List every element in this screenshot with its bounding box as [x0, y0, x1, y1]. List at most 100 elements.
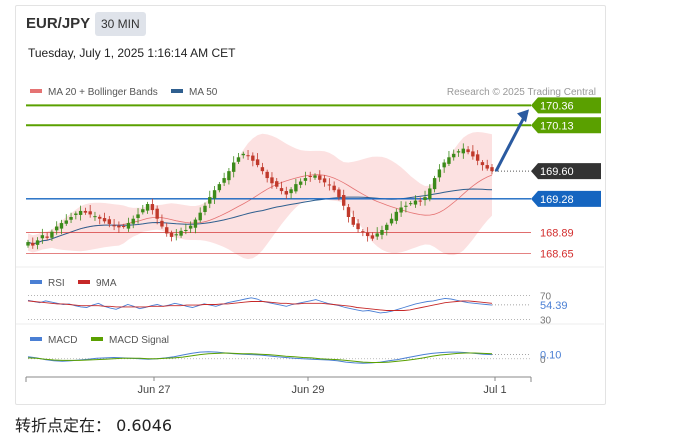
candle-body: [313, 175, 317, 178]
candle-body: [385, 224, 389, 230]
candle-body: [466, 149, 470, 153]
macd-legend-swatch: [30, 337, 42, 341]
candle-body: [370, 235, 375, 239]
candle-body: [150, 204, 155, 211]
candle-body: [88, 211, 92, 215]
candle-body: [45, 236, 49, 238]
candle-body: [117, 225, 121, 228]
candle-body: [179, 230, 183, 236]
candle-body: [50, 231, 54, 238]
bollinger-band: [28, 132, 492, 260]
resistance-tag: [531, 97, 601, 114]
candle-body: [112, 225, 116, 227]
candle-body: [318, 175, 322, 180]
legend-swatch: [30, 89, 42, 93]
candle-body: [480, 162, 485, 166]
candle-body: [471, 151, 475, 157]
resistance-label: 170.36: [540, 100, 574, 112]
candle-body: [141, 209, 145, 213]
rsi-legend-swatch: [78, 280, 90, 284]
candle-body: [107, 219, 112, 224]
candle-body: [231, 162, 236, 172]
rsi-legend-label: 9MA: [96, 278, 117, 289]
rsi-legend-swatch: [30, 280, 42, 284]
candle-body: [428, 188, 432, 200]
candle-body: [399, 207, 403, 213]
macd-line: [27, 351, 493, 364]
candle-body: [121, 226, 126, 228]
watermark: Research © 2025 Trading Central: [447, 87, 596, 98]
candle-body: [59, 223, 64, 229]
current-price-label: 169.60: [540, 166, 574, 178]
candle-body: [236, 157, 241, 162]
candle-body: [246, 155, 250, 157]
legend-swatch: [171, 89, 183, 93]
rsi-current-label: 54.39: [540, 300, 568, 312]
pivot-tag: [531, 190, 601, 207]
candle-body: [31, 242, 35, 246]
candle-body: [145, 204, 150, 211]
candle-body: [284, 191, 289, 195]
candle-body: [356, 223, 360, 230]
candle-body: [184, 229, 188, 231]
x-tick-label: Jul 1: [483, 384, 506, 396]
candle-body: [332, 185, 336, 191]
candle-body: [423, 197, 427, 201]
candle-body: [490, 167, 494, 172]
rsi-ma-line: [27, 300, 493, 311]
ma50-line: [27, 188, 493, 245]
candle-body: [485, 165, 489, 169]
candle-body: [279, 188, 284, 192]
resistance-label: 170.13: [540, 120, 574, 132]
macd-current-label: 0.10: [540, 350, 561, 362]
candle-body: [165, 227, 169, 234]
candle-body: [437, 169, 442, 178]
support-label: 168.89: [540, 228, 574, 240]
candle-body: [322, 178, 327, 183]
candle-body: [174, 234, 178, 236]
candle-body: [251, 155, 255, 161]
candle-body: [308, 175, 312, 177]
candle-body: [35, 240, 40, 245]
candle-body: [69, 217, 73, 220]
x-tick-label: Jun 29: [291, 384, 324, 396]
candle-body: [126, 223, 131, 229]
candle-body: [78, 210, 83, 215]
candle-body: [260, 167, 265, 172]
candle-body: [212, 190, 217, 199]
timeframe-badge[interactable]: 30 MIN: [95, 12, 146, 36]
candle-body: [26, 242, 30, 246]
current-price-tag: [531, 163, 601, 180]
candle-body: [83, 210, 88, 213]
candle-body: [327, 184, 332, 186]
candle-body: [432, 178, 437, 190]
currency-pair-title: EUR/JPY: [26, 15, 91, 32]
candle-body: [227, 171, 231, 181]
macd-legend-label: MACD Signal: [109, 335, 169, 346]
candle-body: [208, 197, 212, 204]
rsi-tick-label: 70: [540, 291, 552, 302]
pivot-text: 转折点定在： 0.6046: [15, 416, 173, 435]
candle-body: [413, 200, 418, 205]
candle-body: [270, 177, 274, 184]
forecast-arrow-head: [517, 109, 529, 123]
candle-body: [93, 216, 97, 218]
candle-body: [265, 171, 269, 179]
candle-body: [193, 219, 198, 228]
candle-body: [475, 154, 480, 161]
legend-label: MA 50: [189, 87, 218, 98]
pivot-label: 169.28: [540, 194, 574, 206]
candle-body: [303, 178, 308, 181]
candle-body: [361, 231, 365, 233]
candle-body: [169, 232, 174, 237]
legend-label: MA 20 + Bollinger Bands: [48, 87, 158, 98]
rsi-legend-label: RSI: [48, 278, 65, 289]
candle-body: [342, 195, 346, 206]
candle-body: [217, 184, 222, 191]
candle-body: [203, 205, 207, 212]
candle-body: [160, 220, 164, 227]
candle-body: [131, 218, 135, 224]
candle-body: [346, 207, 351, 218]
candle-body: [198, 212, 202, 221]
